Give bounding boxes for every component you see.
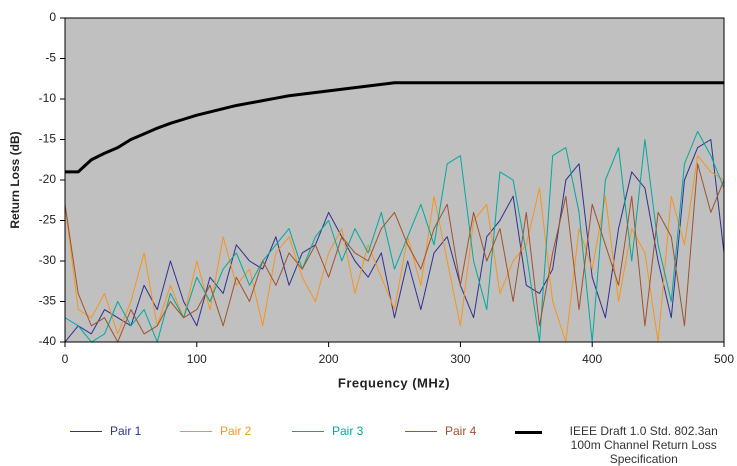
series-line xyxy=(65,139,724,342)
plot-area xyxy=(65,18,724,342)
x-axis-label: Frequency (MHz) xyxy=(338,375,450,390)
legend-label: Pair 2 xyxy=(220,424,252,438)
y-tick-label: -5 xyxy=(45,51,56,65)
legend-item: Pair 4 xyxy=(405,424,476,438)
legend-swatch xyxy=(292,431,324,432)
y-tick-label: -25 xyxy=(39,213,57,227)
legend-label: Pair 1 xyxy=(110,424,142,438)
legend-label: Pair 4 xyxy=(445,424,477,438)
legend-swatch xyxy=(70,431,102,432)
x-tick-label: 200 xyxy=(319,352,339,366)
legend: Pair 1 Pair 2 Pair 3 Pair 4 IEEE Draft 1.0 S… xyxy=(0,424,737,466)
x-tick-label: 500 xyxy=(714,352,734,366)
plot-lines xyxy=(65,81,724,342)
y-axis-label: Return Loss (dB) xyxy=(8,131,22,228)
legend-swatch xyxy=(180,431,212,432)
y-tick-label: 0 xyxy=(49,10,56,24)
y-tick-label: -30 xyxy=(39,253,57,267)
legend-swatch xyxy=(515,431,543,434)
series-line xyxy=(65,130,724,342)
x-tick-label: 0 xyxy=(62,352,69,366)
y-tick-label: -20 xyxy=(39,172,57,186)
series-line xyxy=(65,163,724,342)
chart: Return Loss (dB) Frequency (MHz) 0 -5 -10 -… xyxy=(8,10,734,390)
y-tick-label: -10 xyxy=(39,91,57,105)
legend-item: Pair 2 xyxy=(180,424,251,438)
x-tick-label: 300 xyxy=(450,352,470,366)
legend-swatch xyxy=(405,431,437,432)
x-tick-label: 400 xyxy=(582,352,602,366)
y-tick-label: -40 xyxy=(39,334,57,348)
y-tick-label: -15 xyxy=(39,132,57,146)
series-line xyxy=(65,81,724,174)
page: Return Loss (dB) Frequency (MHz) 0 -5 -10 -… xyxy=(0,10,737,466)
legend-item: IEEE Draft 1.0 Std. 802.3an 100m Channel… xyxy=(515,424,737,466)
series-line xyxy=(65,155,724,342)
legend-label: IEEE Draft 1.0 Std. 802.3an 100m Channel… xyxy=(569,424,718,466)
legend-item: Pair 3 xyxy=(292,424,363,438)
plot-border xyxy=(64,17,725,343)
legend-item: Pair 1 xyxy=(70,424,141,438)
x-tick-label: 100 xyxy=(187,352,207,366)
legend-label: Pair 3 xyxy=(332,424,364,438)
y-tick-label: -35 xyxy=(39,294,57,308)
